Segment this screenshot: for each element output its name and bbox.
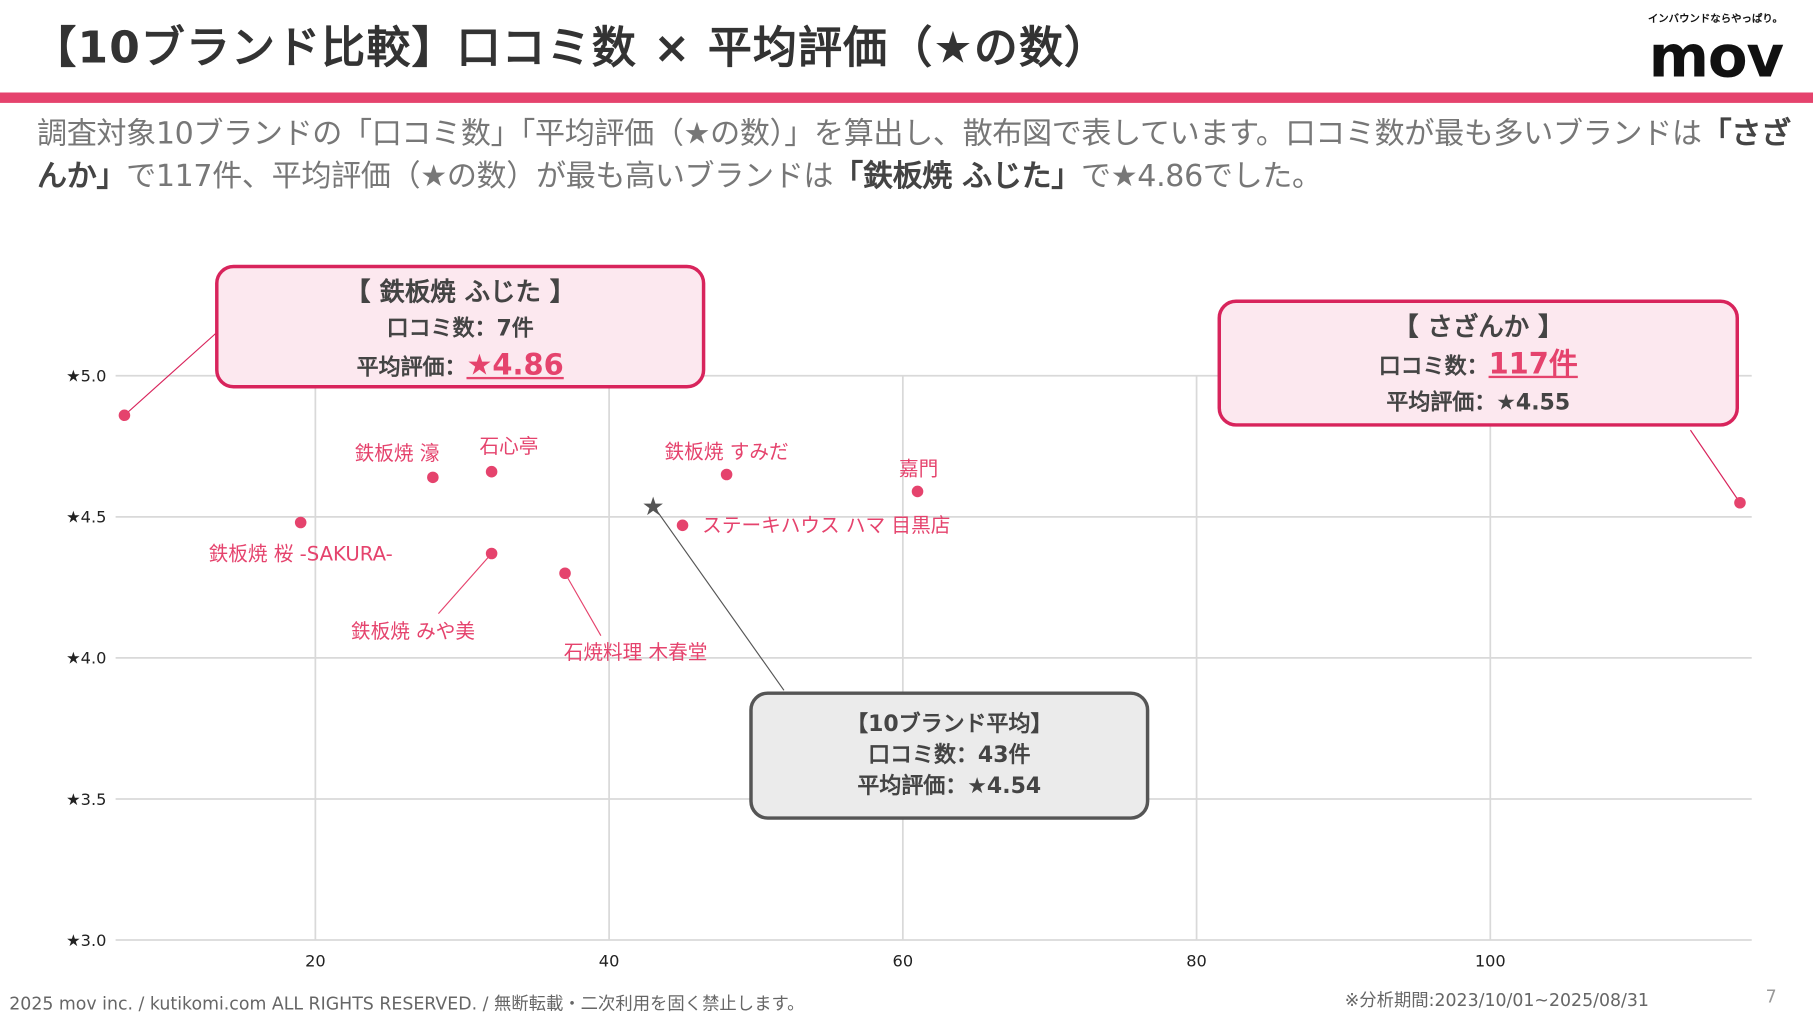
data-label: 鉄板焼 濠 bbox=[355, 442, 440, 465]
callout-fujita: 【 鉄板焼 ふじた 】 口コミ数：7件 平均評価：★4.86 bbox=[215, 264, 706, 389]
x-tick-label: 100 bbox=[1475, 952, 1506, 971]
data-label: 石心亭 bbox=[479, 435, 538, 458]
data-point bbox=[911, 485, 924, 498]
callout-rating: 平均評価：★4.55 bbox=[1386, 389, 1571, 416]
callout-count-value: 117件 bbox=[1488, 346, 1578, 381]
y-tick-label: ★4.5 bbox=[66, 508, 106, 527]
callout-rating-value: ★4.86 bbox=[466, 348, 564, 382]
desc-text: 調査対象10ブランドの「口コミ数」「平均評価（★の数）」を算出し、散布図で表して… bbox=[37, 116, 1702, 152]
desc-text: で117件、平均評価（★の数）が最も高いブランドは bbox=[126, 159, 834, 195]
callout-sazanka: 【 さざんか 】 口コミ数：117件 平均評価：★4.55 bbox=[1217, 299, 1739, 427]
callout-average: 【10ブランド平均】 口コミ数：43件 平均評価：★4.54 bbox=[749, 691, 1150, 820]
leader-line bbox=[564, 572, 602, 636]
leader-line bbox=[437, 553, 493, 615]
desc-bold: 「鉄板焼 ふじた」 bbox=[833, 159, 1081, 195]
y-tick-label: ★4.0 bbox=[66, 649, 106, 668]
data-label: ステーキハウス ハマ 目黒店 bbox=[702, 514, 950, 537]
desc-bold: 「さざんか」 bbox=[37, 116, 1791, 195]
page-number: 7 bbox=[1765, 986, 1777, 1008]
y-tick-label: ★3.5 bbox=[66, 790, 106, 809]
data-point bbox=[485, 547, 498, 560]
callout-title: 【 鉄板焼 ふじた 】 bbox=[345, 278, 576, 308]
callout-rating-label: 平均評価： bbox=[356, 354, 467, 381]
x-tick-label: 40 bbox=[599, 952, 620, 971]
y-tick-label: ★3.0 bbox=[66, 931, 106, 950]
x-tick-label: 20 bbox=[305, 952, 326, 971]
callout-count: 口コミ数：7件 bbox=[386, 315, 534, 342]
data-point bbox=[720, 468, 733, 481]
mov-logo: mov bbox=[1648, 23, 1784, 91]
callout-rating: 平均評価：★4.54 bbox=[857, 773, 1042, 799]
page-title: 【10ブランド比較】口コミ数 × 平均評価（★の数） bbox=[32, 21, 1110, 73]
data-label: 鉄板焼 みや美 bbox=[351, 620, 475, 643]
data-point bbox=[676, 519, 689, 532]
data-point bbox=[1734, 496, 1746, 509]
callout-count: 口コミ数：43件 bbox=[868, 742, 1031, 768]
connector-line bbox=[652, 505, 785, 691]
desc-text: で★4.86でした。 bbox=[1080, 159, 1322, 195]
logo-tagline: インバウンドならやっぱり。 bbox=[1647, 13, 1783, 26]
callout-count-label: 口コミ数： bbox=[1378, 353, 1489, 380]
average-star-icon: ★ bbox=[642, 491, 665, 521]
copyright: 2025 mov inc. / kutikomi.com ALL RIGHTS … bbox=[9, 993, 805, 1015]
data-label: 鉄板焼 桜 -SAKURA- bbox=[209, 543, 393, 566]
connector-line bbox=[1689, 429, 1741, 504]
data-point bbox=[427, 471, 439, 484]
data-label: 鉄板焼 すみだ bbox=[665, 440, 789, 463]
callout-title: 【 さざんか 】 bbox=[1393, 313, 1564, 343]
data-label: 嘉門 bbox=[899, 457, 938, 480]
y-tick-label: ★5.0 bbox=[66, 367, 106, 386]
description: 調査対象10ブランドの「口コミ数」「平均評価（★の数）」を算出し、散布図で表して… bbox=[37, 113, 1795, 199]
connector-line bbox=[124, 332, 217, 416]
x-tick-label: 60 bbox=[893, 952, 914, 971]
accent-bar bbox=[0, 92, 1813, 103]
data-point bbox=[118, 409, 131, 422]
data-point bbox=[294, 516, 307, 529]
data-point bbox=[485, 465, 498, 478]
callout-title: 【10ブランド平均】 bbox=[846, 711, 1053, 737]
data-point bbox=[559, 567, 571, 580]
analysis-period: ※分析期間:2023/10/01~2025/08/31 bbox=[1344, 989, 1649, 1011]
x-tick-label: 80 bbox=[1186, 952, 1207, 971]
data-label: 石焼料理 木春堂 bbox=[564, 641, 708, 664]
